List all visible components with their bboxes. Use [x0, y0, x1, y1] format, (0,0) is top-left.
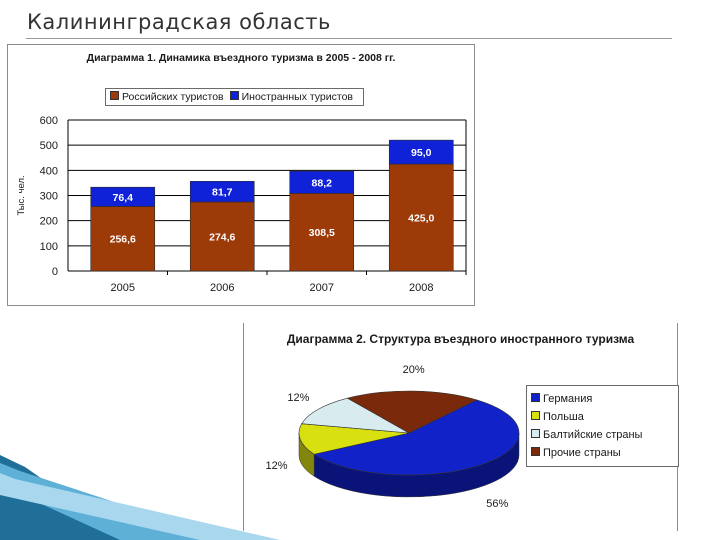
bar-chart-title: Диаграмма 1. Динамика въездного туризма …: [86, 52, 396, 64]
data-label-foreign: 88,2: [312, 177, 333, 189]
data-label-foreign: 81,7: [212, 187, 233, 199]
bar-russian: [388, 163, 454, 272]
bar-chart-legend: Российских туристов Иностранных туристов: [105, 88, 364, 106]
legend-label-russian: Российских туристов: [122, 91, 224, 103]
legend-swatch-baltic: [531, 429, 540, 438]
pie-slice-other: [346, 390, 478, 434]
x-tick-label: 2007: [310, 282, 334, 294]
bar-russian: [289, 193, 355, 272]
legend-label-other: Прочие страны: [543, 447, 621, 459]
y-tick-label: 200: [40, 216, 58, 228]
legend-label-foreign: Иностранных туристов: [241, 91, 353, 103]
legend-swatch-foreign: [229, 91, 239, 100]
pie-slice-germany: [313, 399, 520, 476]
pie-slice-poland: [298, 423, 410, 455]
legend-item-other: Прочие страны: [531, 444, 674, 462]
pie-slice-baltic: [301, 397, 410, 434]
legend-label-germany: Германия: [543, 393, 593, 405]
y-tick-label: 400: [40, 165, 58, 177]
data-label-russian: 425,0: [408, 213, 434, 225]
bar-chart-panel: Диаграмма 1. Динамика въездного туризма …: [7, 44, 475, 306]
legend-label-poland: Польша: [543, 411, 584, 423]
legend-swatch-russian: [110, 91, 119, 100]
x-tick-label: 2008: [409, 282, 433, 294]
bar-russian: [90, 206, 156, 272]
legend-item-baltic: Балтийские страны: [531, 426, 674, 444]
title-divider: [26, 38, 672, 39]
legend-item-poland: Польша: [531, 408, 674, 426]
bar-foreign: [189, 181, 255, 203]
data-label-russian: 274,6: [209, 231, 235, 243]
y-tick-label: 600: [40, 115, 58, 127]
x-tick-label: 2006: [210, 282, 234, 294]
y-axis-label: Тыс. чел.: [16, 175, 27, 215]
legend-item-foreign: Иностранных туристов: [229, 91, 353, 103]
legend-swatch-poland: [531, 411, 540, 420]
pie-chart: 56% 12% 12% 20%: [266, 364, 520, 510]
data-label-russian: 308,5: [309, 227, 335, 239]
legend-item-germany: Германия: [531, 390, 674, 408]
bar-foreign: [289, 170, 355, 194]
y-tick-label: 500: [40, 140, 58, 152]
legend-swatch-other: [531, 447, 540, 456]
legend-swatch-germany: [531, 393, 540, 402]
bar-russian: [189, 201, 255, 272]
pie-label-other: 20%: [403, 364, 425, 376]
pie-chart-panel: Диаграмма 2. Структура въездного иностра…: [243, 323, 679, 531]
decorative-corner-shape: [0, 455, 280, 540]
legend-label-baltic: Балтийские страны: [543, 429, 643, 441]
y-tick-label: 300: [40, 191, 58, 203]
data-label-foreign: 76,4: [113, 192, 134, 204]
page-title: Калининградская область: [27, 10, 331, 34]
data-label-russian: 256,6: [110, 234, 136, 246]
pie-chart-title: Диаграмма 2. Структура въездного иностра…: [286, 332, 635, 346]
bar-chart: 0 100 200 300 400 500 600 Тыс. чел. 256,6 76,4 200…: [16, 115, 467, 294]
x-tick-label: 2005: [111, 282, 135, 294]
pie-label-germany: 56%: [486, 498, 508, 510]
pie-label-poland: 12%: [266, 460, 288, 472]
pie-chart-legend: Германия Польша Балтийские страны Прочие…: [526, 385, 679, 467]
y-tick-label: 0: [52, 266, 58, 278]
pie-label-baltic: 12%: [287, 392, 309, 404]
y-tick-label: 100: [40, 241, 58, 253]
bar-foreign: [388, 139, 454, 165]
bar-foreign: [90, 186, 156, 207]
data-label-foreign: 95,0: [411, 147, 432, 159]
legend-item-russian: Российских туристов: [110, 91, 224, 103]
